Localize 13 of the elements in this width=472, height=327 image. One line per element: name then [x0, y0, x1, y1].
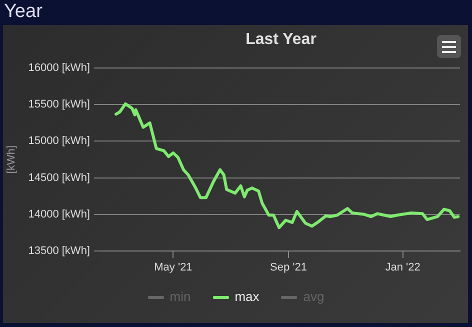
y-tick-label: 14500 [kWh] — [28, 172, 90, 184]
y-tick-label: 16000 [kWh] — [28, 62, 90, 74]
y-tick-label: 13500 [kWh] — [28, 245, 90, 258]
x-tick-label: Sep '21 — [270, 262, 307, 274]
y-tick-label: 15000 [kWh] — [28, 135, 90, 148]
y-axis-title: [kWh] — [6, 145, 18, 174]
x-tick-label: Jan '22 — [385, 262, 420, 274]
chart-title: Last Year — [244, 31, 318, 49]
y-tick-label: 14000 [kWh] — [28, 208, 90, 220]
legend-label: max — [234, 289, 260, 304]
y-tick-label: 15500 [kWh] — [28, 98, 90, 111]
text: Year — [4, 1, 42, 23]
x-tick-label: May '21 — [154, 262, 192, 274]
